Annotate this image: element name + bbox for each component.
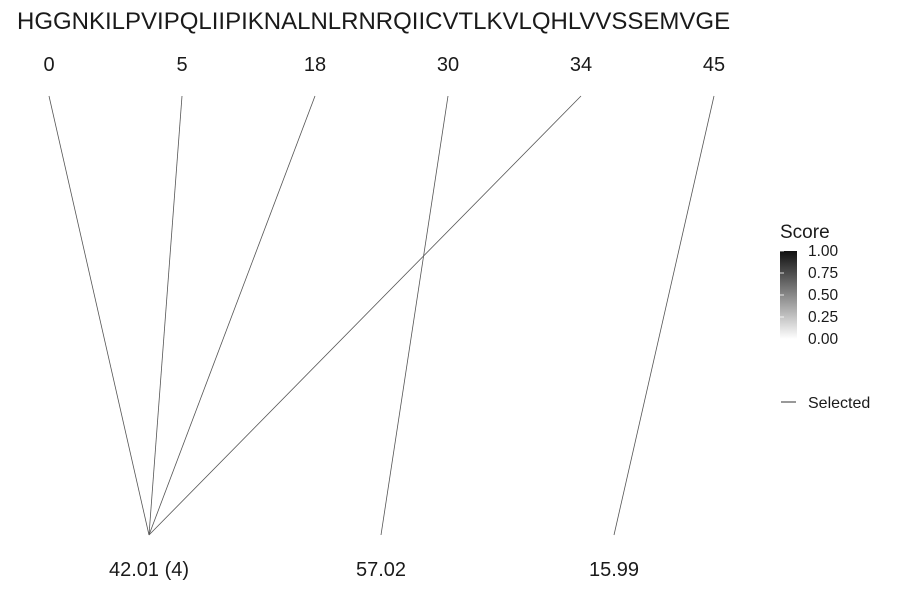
position-labels: 0 5 18 30 34 45 (43, 54, 725, 76)
legend-ticks: 1.00 0.75 0.50 0.25 0.00 (780, 243, 839, 348)
mass-label-2: 15.99 (589, 559, 639, 581)
legend-tick-label: 1.00 (808, 243, 839, 260)
sequence-label: HGGNKILPVIPQLIIPIKNALNLRNRQIICVTLKVLQHLV… (17, 8, 730, 35)
link-0-to-mass-0 (48, 95, 150, 536)
mass-label-1: 57.02 (356, 559, 406, 581)
legend-tick-label: 0.75 (808, 265, 838, 282)
link-30-to-mass-1 (380, 95, 449, 536)
mass-labels: 42.01 (4) 57.02 15.99 (109, 559, 639, 581)
legend: Score 1.00 0.75 0.50 0.25 0.00 Selected (780, 222, 870, 412)
position-label-5: 5 (176, 54, 187, 76)
mass-label-0: 42.01 (4) (109, 559, 189, 581)
position-label-18: 18 (304, 54, 326, 76)
position-label-0: 0 (43, 54, 54, 76)
link-45-to-mass-2 (613, 95, 715, 536)
legend-title: Score (780, 222, 830, 243)
legend-colorbar (780, 251, 797, 339)
link-34-to-mass-0 (148, 95, 582, 536)
legend-tick-label: 0.50 (808, 287, 839, 304)
position-label-45: 45 (703, 54, 725, 76)
legend-tick-label: 0.25 (808, 309, 838, 326)
legend-selected-label: Selected (808, 395, 870, 412)
position-label-30: 30 (437, 54, 459, 76)
legend-tick-label: 0.00 (808, 331, 839, 348)
modification-links (48, 95, 715, 536)
link-5-to-mass-0 (148, 95, 183, 536)
position-label-34: 34 (570, 54, 592, 76)
link-18-to-mass-0 (148, 95, 316, 536)
